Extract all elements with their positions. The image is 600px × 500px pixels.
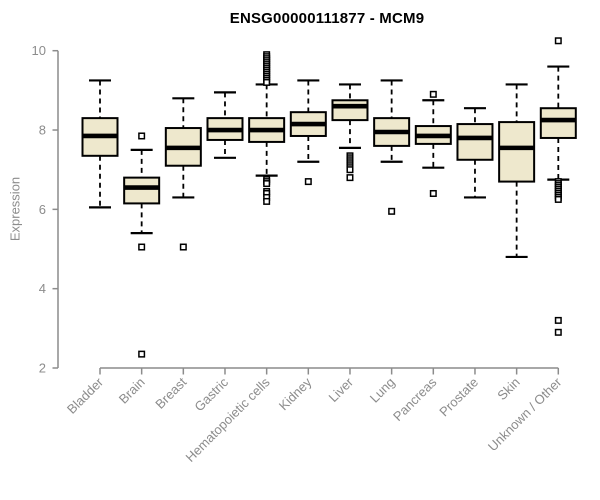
- outlier-point: [346, 174, 354, 182]
- outlier-point: [554, 328, 562, 336]
- axes: [52, 49, 560, 375]
- y-tick-label: 8: [39, 123, 46, 138]
- iqr-box: [498, 121, 536, 183]
- x-tick-label-breast: Breast: [152, 374, 189, 411]
- outlier-point: [554, 316, 562, 324]
- chart-title: ENSG00000111877 - MCM9: [229, 10, 425, 27]
- outlier-point: [304, 178, 312, 186]
- outlier-point: [429, 189, 437, 197]
- outlier-point: [554, 37, 562, 45]
- box-group-breast: [164, 97, 202, 251]
- y-tick-label: 4: [39, 281, 46, 296]
- box-group-pancreas: [414, 90, 452, 197]
- x-tick-label-lung: Lung: [367, 375, 398, 406]
- x-tick-label-liver: Liver: [326, 374, 357, 405]
- x-tick-label-brain: Brain: [116, 375, 148, 407]
- outlier-point: [138, 132, 146, 140]
- y-tick-label: 10: [32, 43, 46, 58]
- x-tick-label-kidney: Kidney: [276, 374, 315, 413]
- outlier-point: [554, 195, 562, 203]
- outlier-point: [388, 207, 396, 215]
- box-group-unknown-other: [539, 37, 577, 336]
- box-group-bladder: [81, 79, 119, 209]
- box-group-liver: [331, 83, 369, 182]
- x-tick-label-pancreas: Pancreas: [390, 374, 440, 424]
- y-tick-label: 6: [39, 202, 46, 217]
- iqr-box: [456, 123, 494, 161]
- outlier-point: [263, 180, 271, 188]
- outlier-point: [138, 243, 146, 251]
- iqr-box: [123, 176, 161, 205]
- box-group-lung: [373, 79, 411, 215]
- box-group-skin: [498, 83, 536, 259]
- x-tick-label-bladder: Bladder: [64, 374, 107, 417]
- outlier-point: [429, 90, 437, 98]
- outlier-point: [346, 166, 354, 174]
- outlier-point: [263, 78, 271, 86]
- outlier-point: [179, 243, 187, 251]
- x-tick-label-skin: Skin: [494, 375, 522, 403]
- outlier-point: [138, 350, 146, 358]
- x-tick-label-unknown-other: Unknown / Other: [485, 374, 565, 454]
- box-group-hematopoietic-cells: [248, 51, 286, 205]
- box-group-brain: [123, 132, 161, 358]
- iqr-box: [539, 107, 577, 139]
- iqr-box: [331, 99, 369, 122]
- box-group-prostate: [456, 107, 494, 199]
- x-tick-label-gastric: Gastric: [191, 374, 231, 414]
- box-group-kidney: [289, 79, 327, 186]
- box-group-gastric: [206, 91, 244, 159]
- outlier-point: [263, 197, 271, 205]
- x-tick-label-prostate: Prostate: [436, 375, 481, 420]
- y-tick-label: 2: [39, 361, 46, 376]
